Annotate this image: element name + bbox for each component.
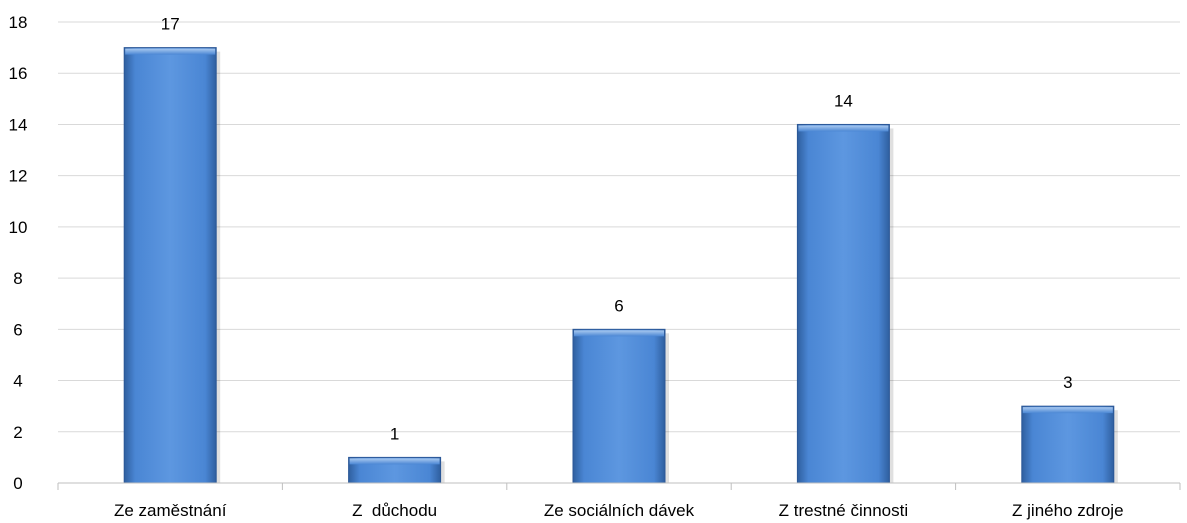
x-category-label: Z jiného zdroje: [1012, 501, 1124, 520]
data-label: 17: [161, 15, 180, 34]
data-label: 3: [1063, 373, 1072, 392]
x-category-label: Z důchodu: [352, 501, 437, 520]
bars: [123, 47, 1118, 484]
bar-bevel: [125, 48, 216, 55]
y-tick-label: 10: [9, 218, 28, 237]
bar-bevel: [349, 458, 440, 465]
y-tick-label: 12: [9, 167, 28, 186]
y-tick-label: 8: [13, 269, 22, 288]
y-axis-tick-labels: 0 2 4 6 8 10 12 14 16 18: [9, 13, 28, 493]
bar: [572, 328, 666, 484]
bar: [123, 47, 217, 484]
data-label: 1: [390, 424, 399, 443]
bar-bevel: [1022, 407, 1113, 414]
bar-bevel: [798, 125, 889, 132]
bar: [1021, 405, 1115, 484]
x-axis: Ze zaměstnání Z důchodu Ze sociálních dáve…: [57, 482, 1181, 520]
y-tick-label: 16: [9, 64, 28, 83]
y-tick-label: 0: [13, 474, 22, 493]
y-tick-label: 4: [13, 372, 22, 391]
x-category-label: Ze zaměstnání: [114, 501, 227, 520]
y-tick-label: 6: [13, 320, 22, 339]
gridlines: [58, 21, 1180, 433]
data-label: 14: [834, 91, 853, 110]
y-tick-label: 18: [9, 13, 28, 32]
x-category-label: Ze sociálních dávek: [544, 501, 695, 520]
data-labels: 17 1 6 14 3: [161, 15, 1073, 444]
y-tick-label: 2: [13, 423, 22, 442]
y-tick-label: 14: [9, 115, 28, 134]
bar-bevel: [574, 330, 664, 337]
bar: [796, 123, 890, 484]
data-label: 6: [614, 296, 623, 315]
x-category-label: Z trestné činnosti: [779, 501, 908, 520]
